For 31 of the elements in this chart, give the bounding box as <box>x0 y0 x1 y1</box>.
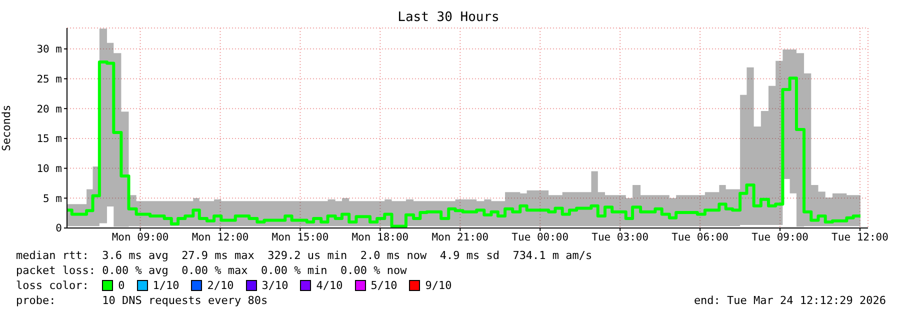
x-tick-label: Tue 09:00 <box>752 231 808 244</box>
y-tick-label: 30 m <box>36 44 62 56</box>
y-tick-label: 15 m <box>36 133 62 146</box>
y-axis-title: Seconds <box>0 104 13 152</box>
text: end: Tue Mar 24 12:12:29 2026 <box>694 293 886 308</box>
x-tick-label: Mon 15:00 <box>272 231 329 244</box>
legend-label: 5/10 <box>370 278 398 293</box>
y-tick-label: 0 <box>56 222 62 235</box>
legend-label: 3/10 <box>262 278 288 293</box>
legend-label: 1/10 <box>152 278 180 293</box>
x-tick-label: Mon 18:00 <box>352 231 409 244</box>
x-tick-label: Tue 00:00 <box>512 231 569 244</box>
legend-label: 0 <box>118 278 125 293</box>
legend-label: 9/10 <box>425 278 452 293</box>
legend-label: 4/10 <box>316 278 343 293</box>
y-tick-label: 25 m <box>36 73 62 86</box>
legend-title: loss color: <box>16 278 90 293</box>
text: median rtt: 3.6 ms avg 27.9 ms max 329.2 us min 2.0 ms now 4.9 ms sd 734.1 m am/s <box>16 248 594 263</box>
x-tick-label: Mon 12:00 <box>192 231 249 244</box>
y-tick-label: 10 m <box>36 163 62 176</box>
x-tick-label: Mon 21:00 <box>432 231 489 244</box>
y-tick-label: 20 m <box>36 103 62 116</box>
y-tick-label: 5 m <box>43 192 62 205</box>
x-tick-label: Tue 12:00 <box>832 231 888 244</box>
x-tick-label: Mon 09:00 <box>112 231 169 244</box>
x-tick-label: Tue 03:00 <box>592 231 649 244</box>
text: packet loss: 0.00 % avg 0.00 % max 0.00 % min 0.00 % now <box>16 263 408 278</box>
x-tick-label: Tue 06:00 <box>672 231 729 244</box>
legend-label: 2/10 <box>207 278 234 293</box>
chart-title: Last 30 Hours <box>396 10 500 25</box>
text: probe: 10 DNS requests every 80s <box>16 293 268 308</box>
